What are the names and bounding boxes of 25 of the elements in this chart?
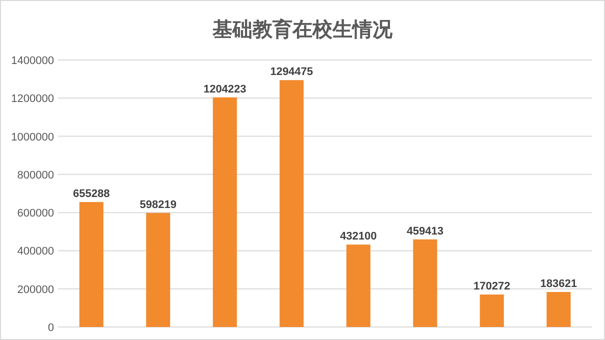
y-tick-label: 0 [48, 322, 54, 334]
data-label: 1294475 [270, 66, 314, 78]
data-label: 655288 [73, 188, 110, 200]
chart-title: 基础教育在校生情况 [212, 18, 394, 41]
bar [480, 294, 504, 327]
y-tick-label: 800000 [17, 169, 54, 182]
data-label: 1204223 [203, 83, 246, 96]
data-label: 598219 [140, 198, 176, 211]
bar [146, 212, 170, 327]
y-tick-label: 1200000 [11, 93, 54, 106]
y-tick-label: 1400000 [11, 55, 54, 67]
data-label: 170272 [474, 280, 510, 293]
bar [413, 239, 438, 327]
y-tick-label: 1000000 [11, 131, 54, 144]
data-label: 459413 [406, 225, 444, 238]
bar [280, 80, 304, 327]
bar [79, 202, 104, 327]
bar [212, 97, 237, 327]
data-label: 183621 [540, 278, 577, 290]
data-label: 432100 [340, 230, 377, 243]
bar [546, 292, 571, 327]
y-tick-label: 600000 [17, 208, 54, 220]
y-tick-label: 200000 [17, 284, 54, 296]
bar [346, 244, 370, 327]
y-tick-label: 400000 [17, 246, 54, 258]
